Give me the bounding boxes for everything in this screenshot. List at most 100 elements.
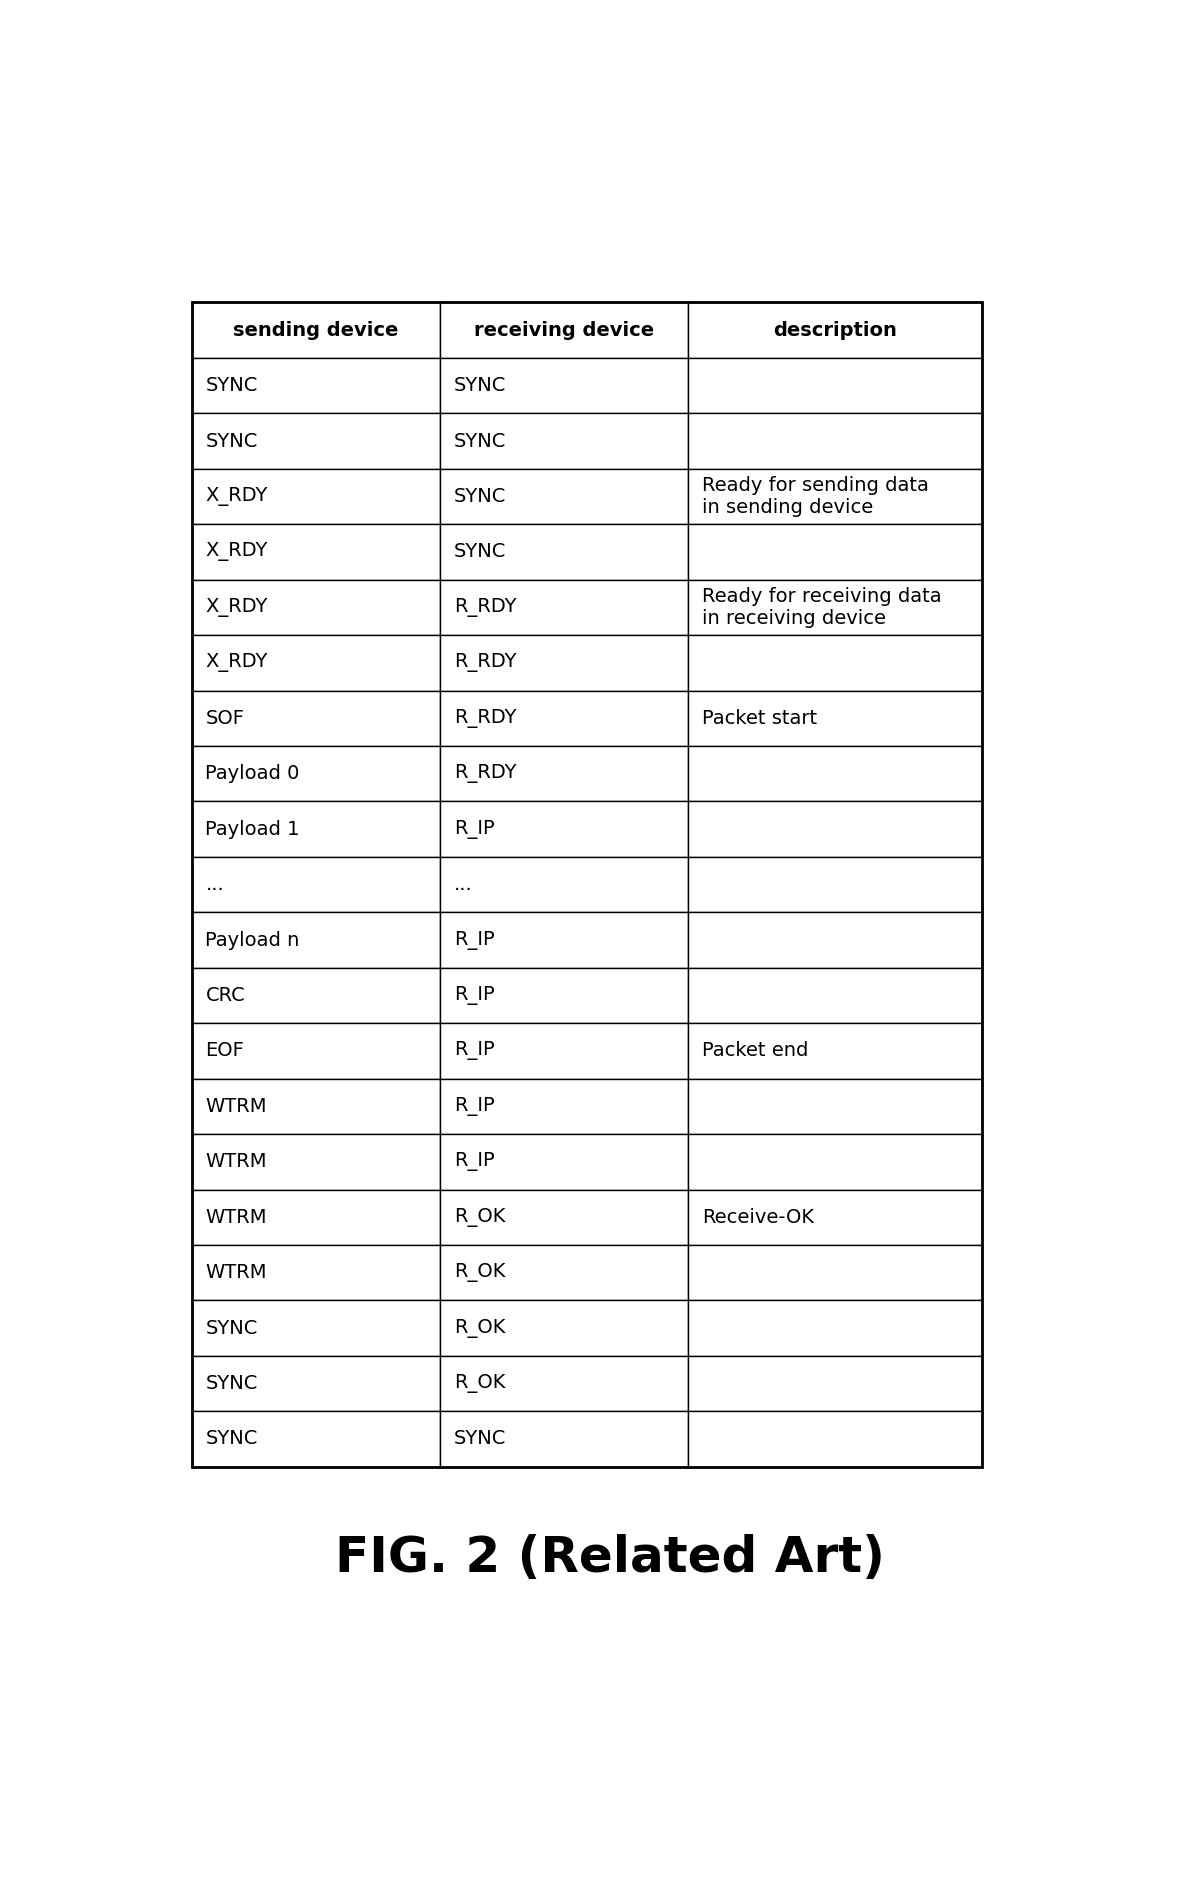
Text: WTRM: WTRM — [206, 1263, 267, 1281]
Text: R_IP: R_IP — [454, 1152, 494, 1171]
Bar — [688, 1079, 983, 1135]
Text: X_RDY: X_RDY — [206, 487, 268, 505]
Text: Payload 1: Payload 1 — [206, 819, 300, 838]
Bar — [439, 1024, 688, 1079]
Bar — [688, 1411, 983, 1467]
Bar — [192, 913, 439, 968]
Text: SYNC: SYNC — [454, 487, 506, 505]
Bar — [688, 524, 983, 581]
Bar — [192, 1411, 439, 1467]
Bar — [688, 1189, 983, 1246]
Bar — [439, 1411, 688, 1467]
Bar — [192, 303, 983, 1467]
Text: SYNC: SYNC — [454, 1430, 506, 1449]
Text: WTRM: WTRM — [206, 1152, 267, 1171]
Bar — [439, 1135, 688, 1189]
Bar — [439, 1246, 688, 1300]
Text: SYNC: SYNC — [454, 376, 506, 395]
Bar — [192, 802, 439, 857]
Bar — [439, 357, 688, 413]
Text: SYNC: SYNC — [454, 432, 506, 451]
Text: Ready for sending data
in sending device: Ready for sending data in sending device — [701, 475, 929, 517]
Text: X_RDY: X_RDY — [206, 598, 268, 616]
Bar — [439, 1300, 688, 1357]
Text: X_RDY: X_RDY — [206, 654, 268, 673]
Bar — [439, 746, 688, 802]
Bar — [688, 581, 983, 635]
Text: SYNC: SYNC — [206, 1430, 257, 1449]
Text: R_OK: R_OK — [454, 1263, 505, 1281]
Text: description: description — [773, 321, 897, 340]
Text: WTRM: WTRM — [206, 1208, 267, 1227]
Bar — [688, 413, 983, 468]
Text: EOF: EOF — [206, 1041, 244, 1060]
Text: R_IP: R_IP — [454, 1097, 494, 1116]
Bar — [439, 413, 688, 468]
Bar — [192, 635, 439, 691]
Bar — [439, 581, 688, 635]
Text: Receive-OK: Receive-OK — [701, 1208, 813, 1227]
Text: FIG. 2 (Related Art): FIG. 2 (Related Art) — [336, 1533, 885, 1582]
Bar — [439, 1357, 688, 1411]
Text: R_RDY: R_RDY — [454, 598, 516, 616]
Bar — [192, 746, 439, 802]
Bar — [439, 635, 688, 691]
Text: R_RDY: R_RDY — [454, 654, 516, 673]
Bar — [192, 1189, 439, 1246]
Text: ...: ... — [206, 876, 224, 894]
Bar — [192, 968, 439, 1024]
Bar — [688, 857, 983, 913]
Text: SOF: SOF — [206, 708, 244, 727]
Text: Packet start: Packet start — [701, 708, 817, 727]
Bar — [688, 691, 983, 746]
Bar — [439, 802, 688, 857]
Text: R_OK: R_OK — [454, 1374, 505, 1392]
Bar — [688, 968, 983, 1024]
Text: ...: ... — [454, 876, 473, 894]
Text: Payload n: Payload n — [206, 930, 300, 949]
Bar — [688, 913, 983, 968]
Text: R_RDY: R_RDY — [454, 765, 516, 784]
Text: R_IP: R_IP — [454, 930, 494, 949]
Bar — [688, 1024, 983, 1079]
Bar — [439, 691, 688, 746]
Bar — [192, 1357, 439, 1411]
Text: X_RDY: X_RDY — [206, 543, 268, 562]
Text: SYNC: SYNC — [206, 1374, 257, 1392]
Text: SYNC: SYNC — [206, 432, 257, 451]
Bar — [439, 1189, 688, 1246]
Text: receiving device: receiving device — [474, 321, 654, 340]
Bar — [192, 357, 439, 413]
Bar — [439, 913, 688, 968]
Bar — [192, 1135, 439, 1189]
Bar — [192, 691, 439, 746]
Text: WTRM: WTRM — [206, 1097, 267, 1116]
Bar — [192, 1300, 439, 1357]
Bar — [439, 303, 688, 357]
Bar — [192, 524, 439, 581]
Text: sending device: sending device — [233, 321, 398, 340]
Bar — [192, 413, 439, 468]
Bar — [688, 1135, 983, 1189]
Bar — [688, 1246, 983, 1300]
Bar — [192, 303, 439, 357]
Bar — [688, 802, 983, 857]
Bar — [439, 468, 688, 524]
Bar — [439, 857, 688, 913]
Text: Payload 0: Payload 0 — [206, 765, 300, 784]
Text: SYNC: SYNC — [206, 376, 257, 395]
Bar — [688, 357, 983, 413]
Bar — [192, 1246, 439, 1300]
Text: R_IP: R_IP — [454, 986, 494, 1005]
Text: SYNC: SYNC — [206, 1319, 257, 1338]
Text: R_OK: R_OK — [454, 1319, 505, 1338]
Text: Packet end: Packet end — [701, 1041, 809, 1060]
Text: R_RDY: R_RDY — [454, 708, 516, 727]
Bar — [439, 968, 688, 1024]
Text: CRC: CRC — [206, 986, 245, 1005]
Text: R_IP: R_IP — [454, 1041, 494, 1060]
Bar — [439, 1079, 688, 1135]
Bar — [688, 1300, 983, 1357]
Bar — [192, 1079, 439, 1135]
Bar — [192, 1024, 439, 1079]
